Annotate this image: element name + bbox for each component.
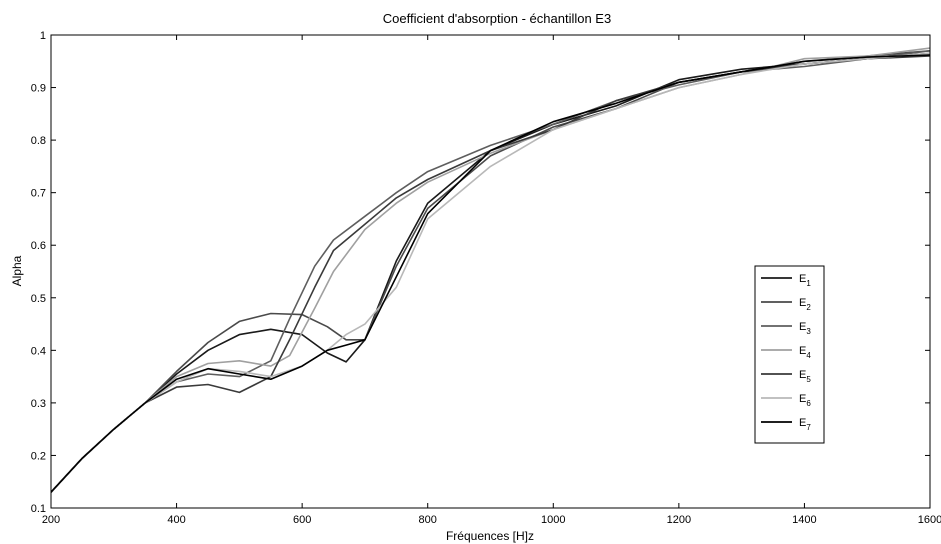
legend-label-main: E: [799, 393, 806, 405]
series-line-e7: [50, 54, 931, 493]
legend-label-subscript: 7: [806, 423, 811, 432]
y-tick-label: 0.5: [31, 293, 46, 305]
plot-area-frame: [50, 34, 931, 509]
y-tick-label: 0.1: [31, 503, 46, 515]
legend-label-e5: E5: [799, 369, 811, 384]
legend-box: [754, 265, 825, 444]
legend-label-e6: E6: [799, 393, 811, 408]
legend-label-e4: E4: [799, 345, 811, 360]
legend-label-main: E: [799, 417, 806, 429]
x-tick-label: 800: [419, 514, 437, 526]
chart-title: Coefficient d'absorption - échantillon E…: [383, 11, 611, 26]
legend-label-e3: E3: [799, 321, 811, 336]
y-tick-label: 0.3: [31, 398, 46, 410]
x-tick-label: 1200: [667, 514, 691, 526]
y-tick-label: 0.7: [31, 188, 46, 200]
legend-label-subscript: 4: [806, 351, 811, 360]
legend-label-subscript: 3: [806, 327, 811, 336]
x-axis-label: Fréquences [H]z: [446, 529, 534, 543]
x-tick-label: 600: [293, 514, 311, 526]
y-axis-label: Alpha: [10, 255, 24, 286]
y-tick-label: 0.4: [31, 345, 46, 357]
x-tick-label: 400: [167, 514, 185, 526]
legend-label-main: E: [799, 297, 806, 309]
legend-label-main: E: [799, 273, 806, 285]
legend-label-subscript: 2: [806, 303, 811, 312]
x-tick-label: 1600: [918, 514, 941, 526]
y-tick-label: 0.6: [31, 240, 46, 252]
legend-label-main: E: [799, 345, 806, 357]
legend-label-subscript: 1: [806, 279, 811, 288]
series-line-e6: [50, 52, 931, 493]
series-line-e1: [50, 52, 931, 493]
x-tick-label: 1000: [541, 514, 565, 526]
y-tick-label: 0.2: [31, 450, 46, 462]
x-tick-label: 1400: [792, 514, 816, 526]
legend-label-main: E: [799, 369, 806, 381]
legend-label-e2: E2: [799, 297, 811, 312]
x-tick-label: 200: [42, 514, 60, 526]
legend-label-e1: E1: [799, 273, 811, 288]
y-tick-label: 1: [40, 30, 46, 42]
legend-label-main: E: [799, 321, 806, 333]
legend-label-subscript: 6: [806, 399, 811, 408]
legend-label-e7: E7: [799, 417, 811, 432]
legend-label-subscript: 5: [806, 375, 811, 384]
y-tick-label: 0.9: [31, 83, 46, 95]
y-tick-label: 0.8: [31, 135, 46, 147]
